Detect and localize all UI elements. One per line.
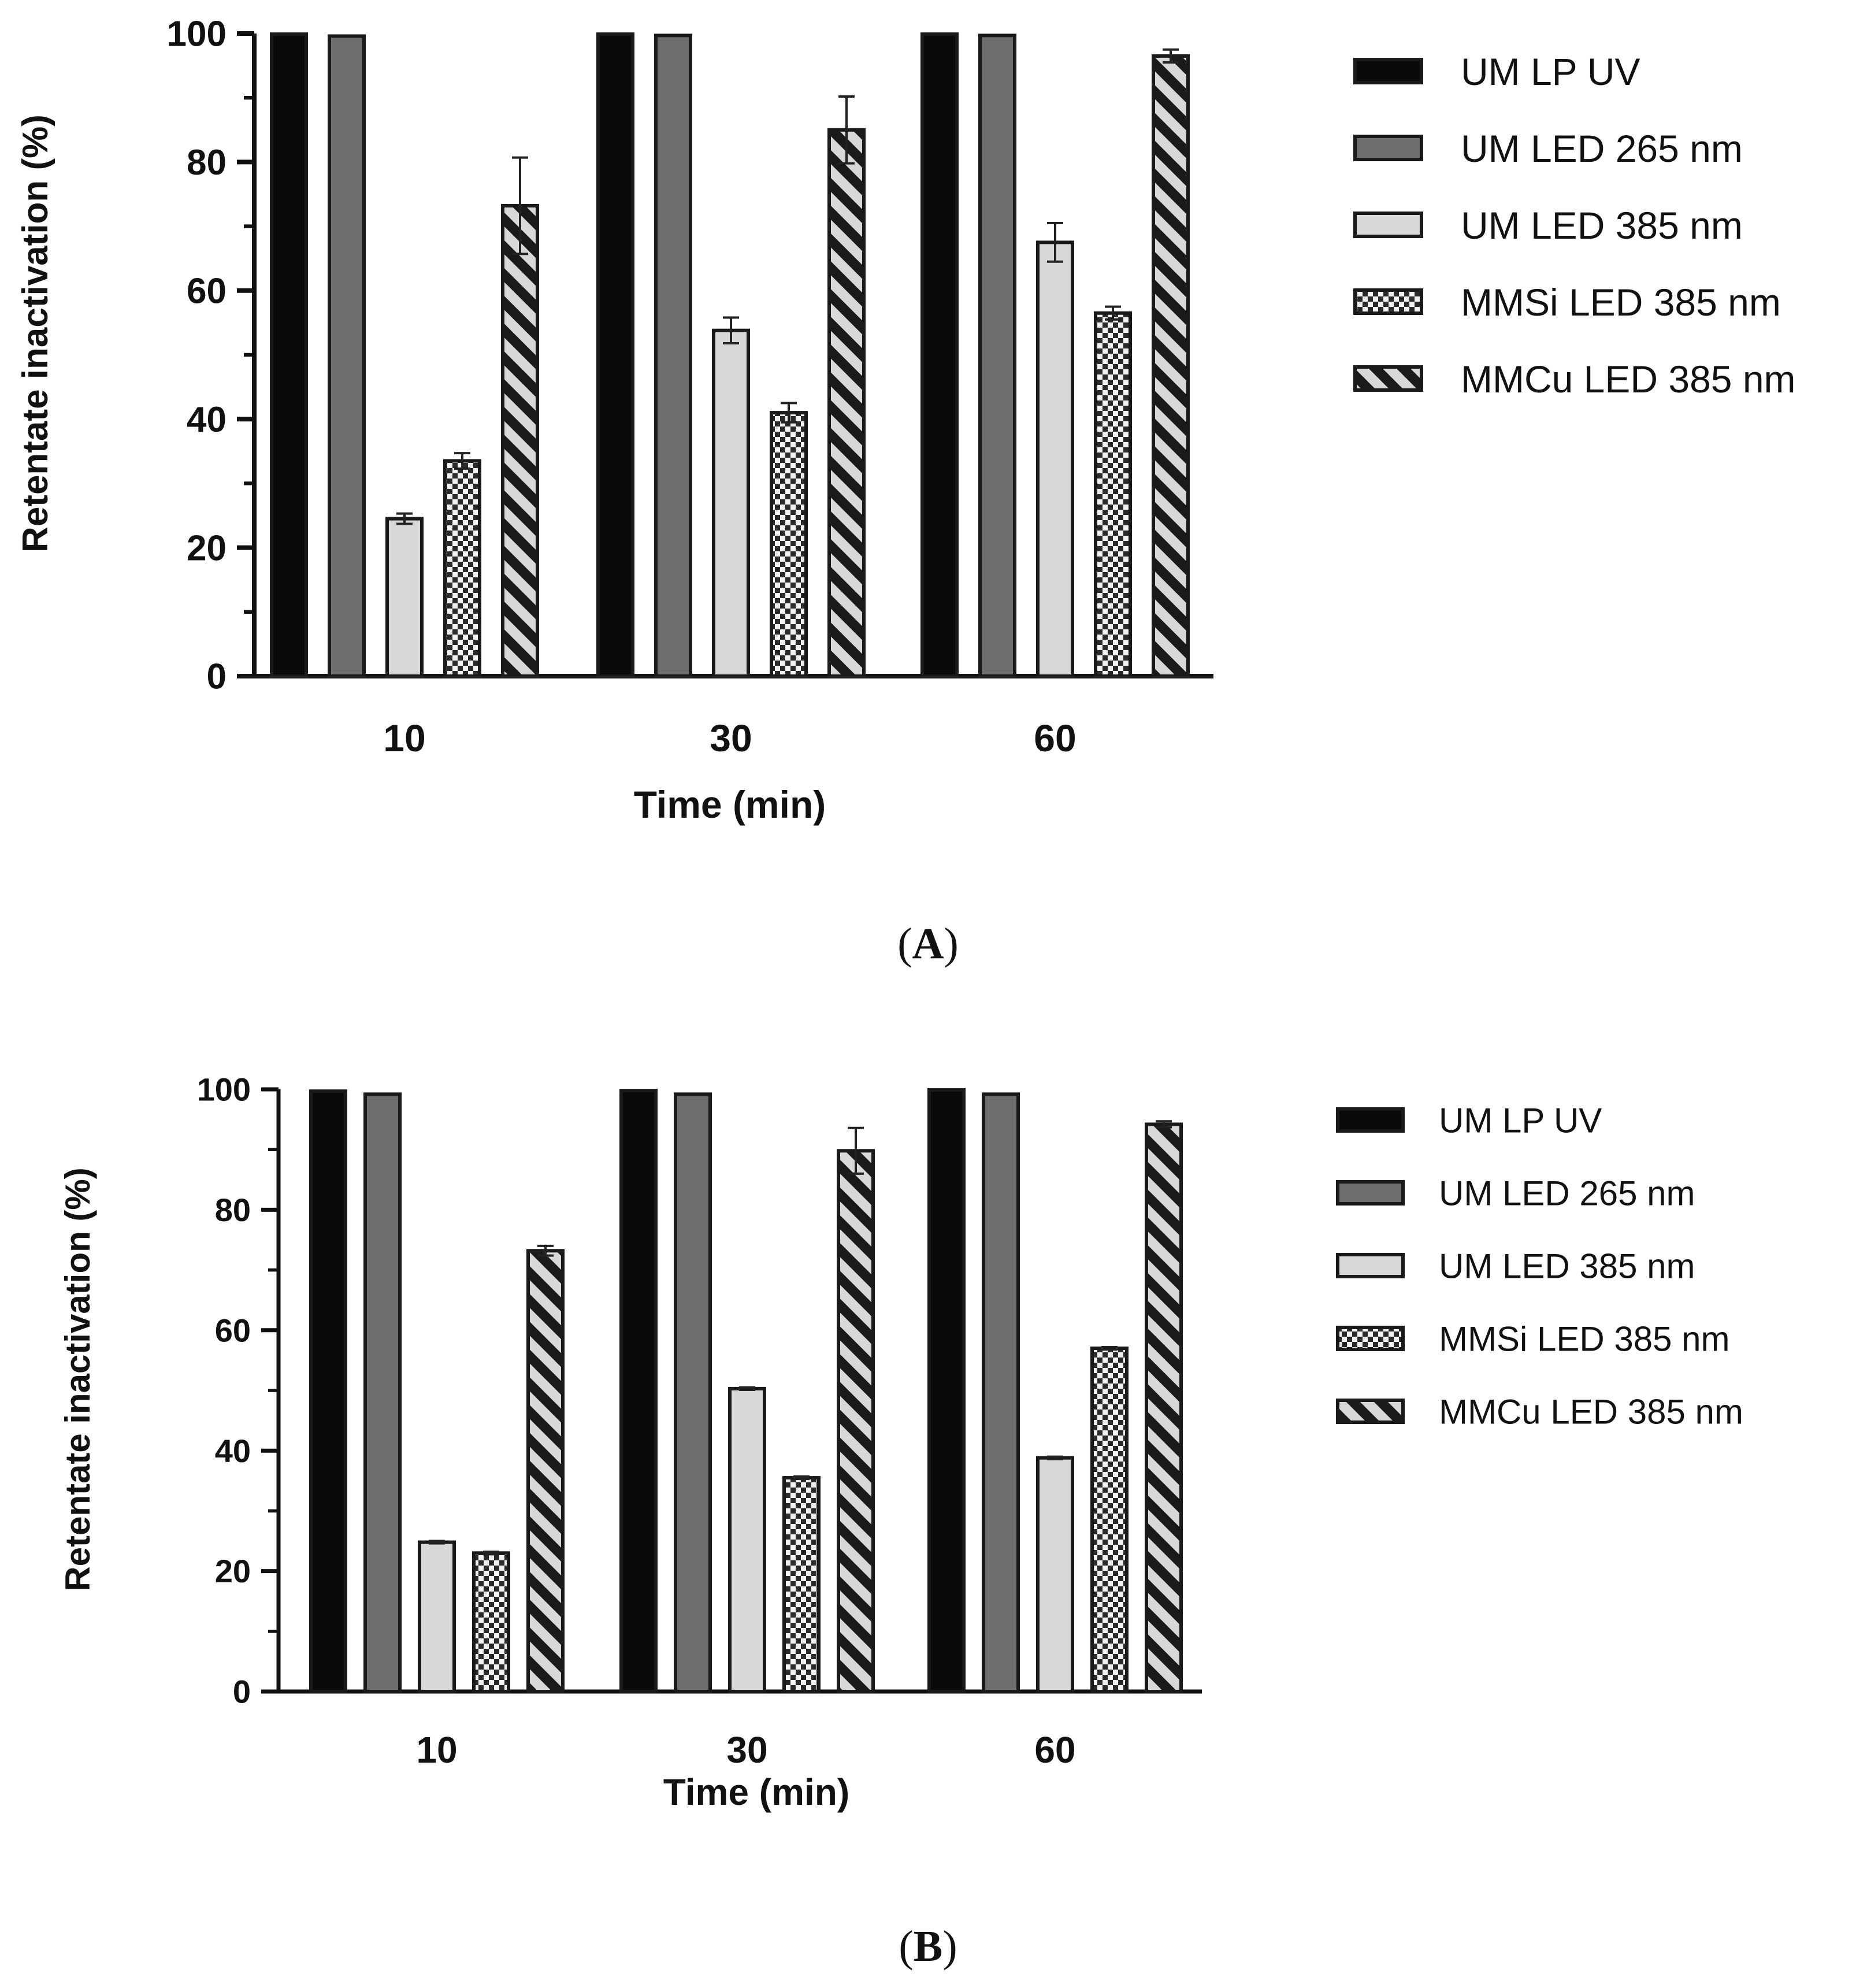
panel-a-y-tick-label: 0 (207, 657, 227, 697)
panel-a-ylabel: Retentate inactivation (%) (16, 114, 55, 552)
panel-a-y-tick-label: 60 (187, 272, 227, 311)
panel-b-bar-darkgray-10 (363, 1092, 402, 1693)
panel-b-xlabel: Time (min) (663, 1771, 849, 1813)
panel-b-error-bar-lightgray-10 (429, 1540, 445, 1545)
panel-b-legend-label: UM LED 385 nm (1439, 1247, 1695, 1286)
panel-b-bar-black-30 (619, 1089, 658, 1693)
panel-a-y-tick-label: 80 (187, 143, 227, 183)
panel-b-legend-swatch-stripe (1336, 1399, 1405, 1424)
panel-b-y-tick-label: 0 (233, 1674, 251, 1710)
panel-b-bar-black-10 (309, 1089, 347, 1693)
panel-b-x-tick-label: 10 (416, 1729, 457, 1771)
panel-a-legend-label: MMCu LED 385 nm (1461, 358, 1796, 400)
panel-a-bar-stripe-60 (1152, 54, 1190, 678)
panel-a-x-tick-label: 60 (1034, 717, 1076, 759)
panel-a-bar-black-10 (270, 32, 308, 678)
panel-b-legend-label: UM LED 265 nm (1439, 1174, 1695, 1213)
panel-b-error-bar-lightgray-60 (1047, 1455, 1063, 1460)
panel-b-legend-swatch-lightgray (1336, 1253, 1405, 1278)
panel-a-bar-black-30 (596, 32, 634, 678)
panel-a-error-bar-lightgray-30 (723, 316, 739, 344)
panel-b-ylabel: Retentate inactivation (%) (58, 1167, 97, 1591)
panel-b-label: (B) (899, 1922, 957, 1971)
panel-b-error-bar-checker-10 (483, 1551, 499, 1556)
panel-b-bar-checker-30 (782, 1476, 821, 1694)
panel-b-y-tick-label: 60 (215, 1312, 251, 1348)
panel-b-x-tick-label: 60 (1034, 1729, 1075, 1771)
panel-b-bar-lightgray-60 (1036, 1456, 1074, 1694)
panel-b-bar-lightgray-30 (728, 1386, 766, 1693)
panel-a-bar-stripe-10 (501, 204, 539, 678)
panel-b-x-tick-label: 30 (726, 1729, 767, 1771)
panel-b-error-bar-stripe-10 (537, 1244, 554, 1257)
panel-a-bar-lightgray-10 (385, 517, 424, 678)
panel-b-bar-checker-60 (1090, 1347, 1129, 1694)
panel-a-chart: Retentate inactivation (%) Time (min) (A… (16, 14, 1796, 968)
panel-a-legend-swatch-stripe (1353, 365, 1423, 392)
panel-a-error-bar-stripe-30 (838, 95, 855, 165)
panel-b-bar-black-60 (927, 1088, 966, 1693)
panel-b-bar-stripe-10 (526, 1249, 565, 1694)
panel-a-xlabel: Time (min) (634, 783, 826, 826)
panel-b-bar-stripe-60 (1145, 1122, 1183, 1694)
panel-a-bar-checker-60 (1094, 311, 1132, 678)
panel-a-bar-checker-10 (443, 459, 481, 678)
panel-a-bar-darkgray-60 (978, 34, 1016, 678)
panel-b-y-tick-label: 40 (215, 1433, 251, 1469)
panel-a-legend-label: UM LED 385 nm (1461, 204, 1743, 247)
panel-a-y-tick-label: 20 (187, 528, 227, 568)
panel-a-y-tick-label: 40 (187, 400, 227, 440)
panel-b-legend-label: MMSi LED 385 nm (1439, 1320, 1730, 1359)
panel-a-bar-black-60 (920, 32, 959, 678)
panel-a-bar-darkgray-30 (654, 34, 692, 678)
panel-b-error-bar-checker-30 (793, 1475, 810, 1481)
panel-b-bar-stripe-30 (837, 1149, 875, 1694)
panel-a-bar-checker-30 (770, 411, 808, 678)
panel-b-error-bar-stripe-30 (848, 1126, 864, 1175)
panel-b-legend-label: UM LP UV (1439, 1101, 1602, 1140)
panel-a-legend-label: UM LED 265 nm (1461, 127, 1743, 170)
panel-a-error-bar-stripe-10 (512, 156, 528, 255)
panel-a-error-bar-lightgray-10 (396, 512, 413, 525)
panel-a-error-bar-checker-30 (781, 402, 797, 424)
panel-a-legend-label: MMSi LED 385 nm (1461, 281, 1781, 324)
panel-a-legend-swatch-black (1353, 58, 1423, 84)
panel-a-y-tick-label: 100 (167, 14, 227, 54)
panel-a-legend-swatch-lightgray (1353, 212, 1423, 238)
panel-b-bar-lightgray-10 (418, 1540, 456, 1693)
panel-a-legend-swatch-checker (1353, 288, 1423, 315)
panel-a-x-tick-label: 10 (383, 717, 425, 759)
panel-a-bar-lightgray-30 (712, 328, 750, 678)
panel-a-error-bar-lightgray-60 (1047, 222, 1063, 263)
panel-a-bar-darkgray-10 (328, 34, 366, 678)
panel-b-bar-darkgray-30 (674, 1092, 712, 1693)
panel-b-error-bar-stripe-60 (1156, 1120, 1172, 1129)
panel-a-label: (A) (897, 919, 959, 968)
panel-b-legend-swatch-checker (1336, 1326, 1405, 1351)
panel-b-legend-label: MMCu LED 385 nm (1439, 1393, 1743, 1431)
panel-b-legend-swatch-black (1336, 1107, 1405, 1133)
panel-a-legend-label: UM LP UV (1461, 50, 1640, 93)
panel-a-error-bar-checker-60 (1105, 305, 1121, 321)
panel-b-bar-darkgray-60 (982, 1092, 1020, 1693)
panel-b-legend-swatch-darkgray (1336, 1180, 1405, 1206)
panel-a-bar-lightgray-60 (1036, 240, 1074, 678)
panel-a-error-bar-stripe-60 (1163, 48, 1179, 64)
panel-b-bar-checker-10 (472, 1551, 510, 1694)
panel-a-error-bar-checker-10 (454, 452, 470, 470)
panel-a-x-tick-label: 30 (710, 717, 752, 759)
panel-b-y-tick-label: 80 (215, 1192, 251, 1228)
panel-b-error-bar-checker-60 (1101, 1345, 1118, 1351)
panel-a-bar-stripe-30 (827, 128, 866, 678)
panel-b-chart: Retentate inactivation (%) Time (min) (B… (58, 1071, 1743, 1971)
panel-b-y-tick-label: 100 (197, 1071, 251, 1108)
panel-b-error-bar-lightgray-30 (739, 1386, 755, 1391)
panel-a-legend-swatch-darkgray (1353, 135, 1423, 161)
panel-b-y-tick-label: 20 (215, 1553, 251, 1589)
